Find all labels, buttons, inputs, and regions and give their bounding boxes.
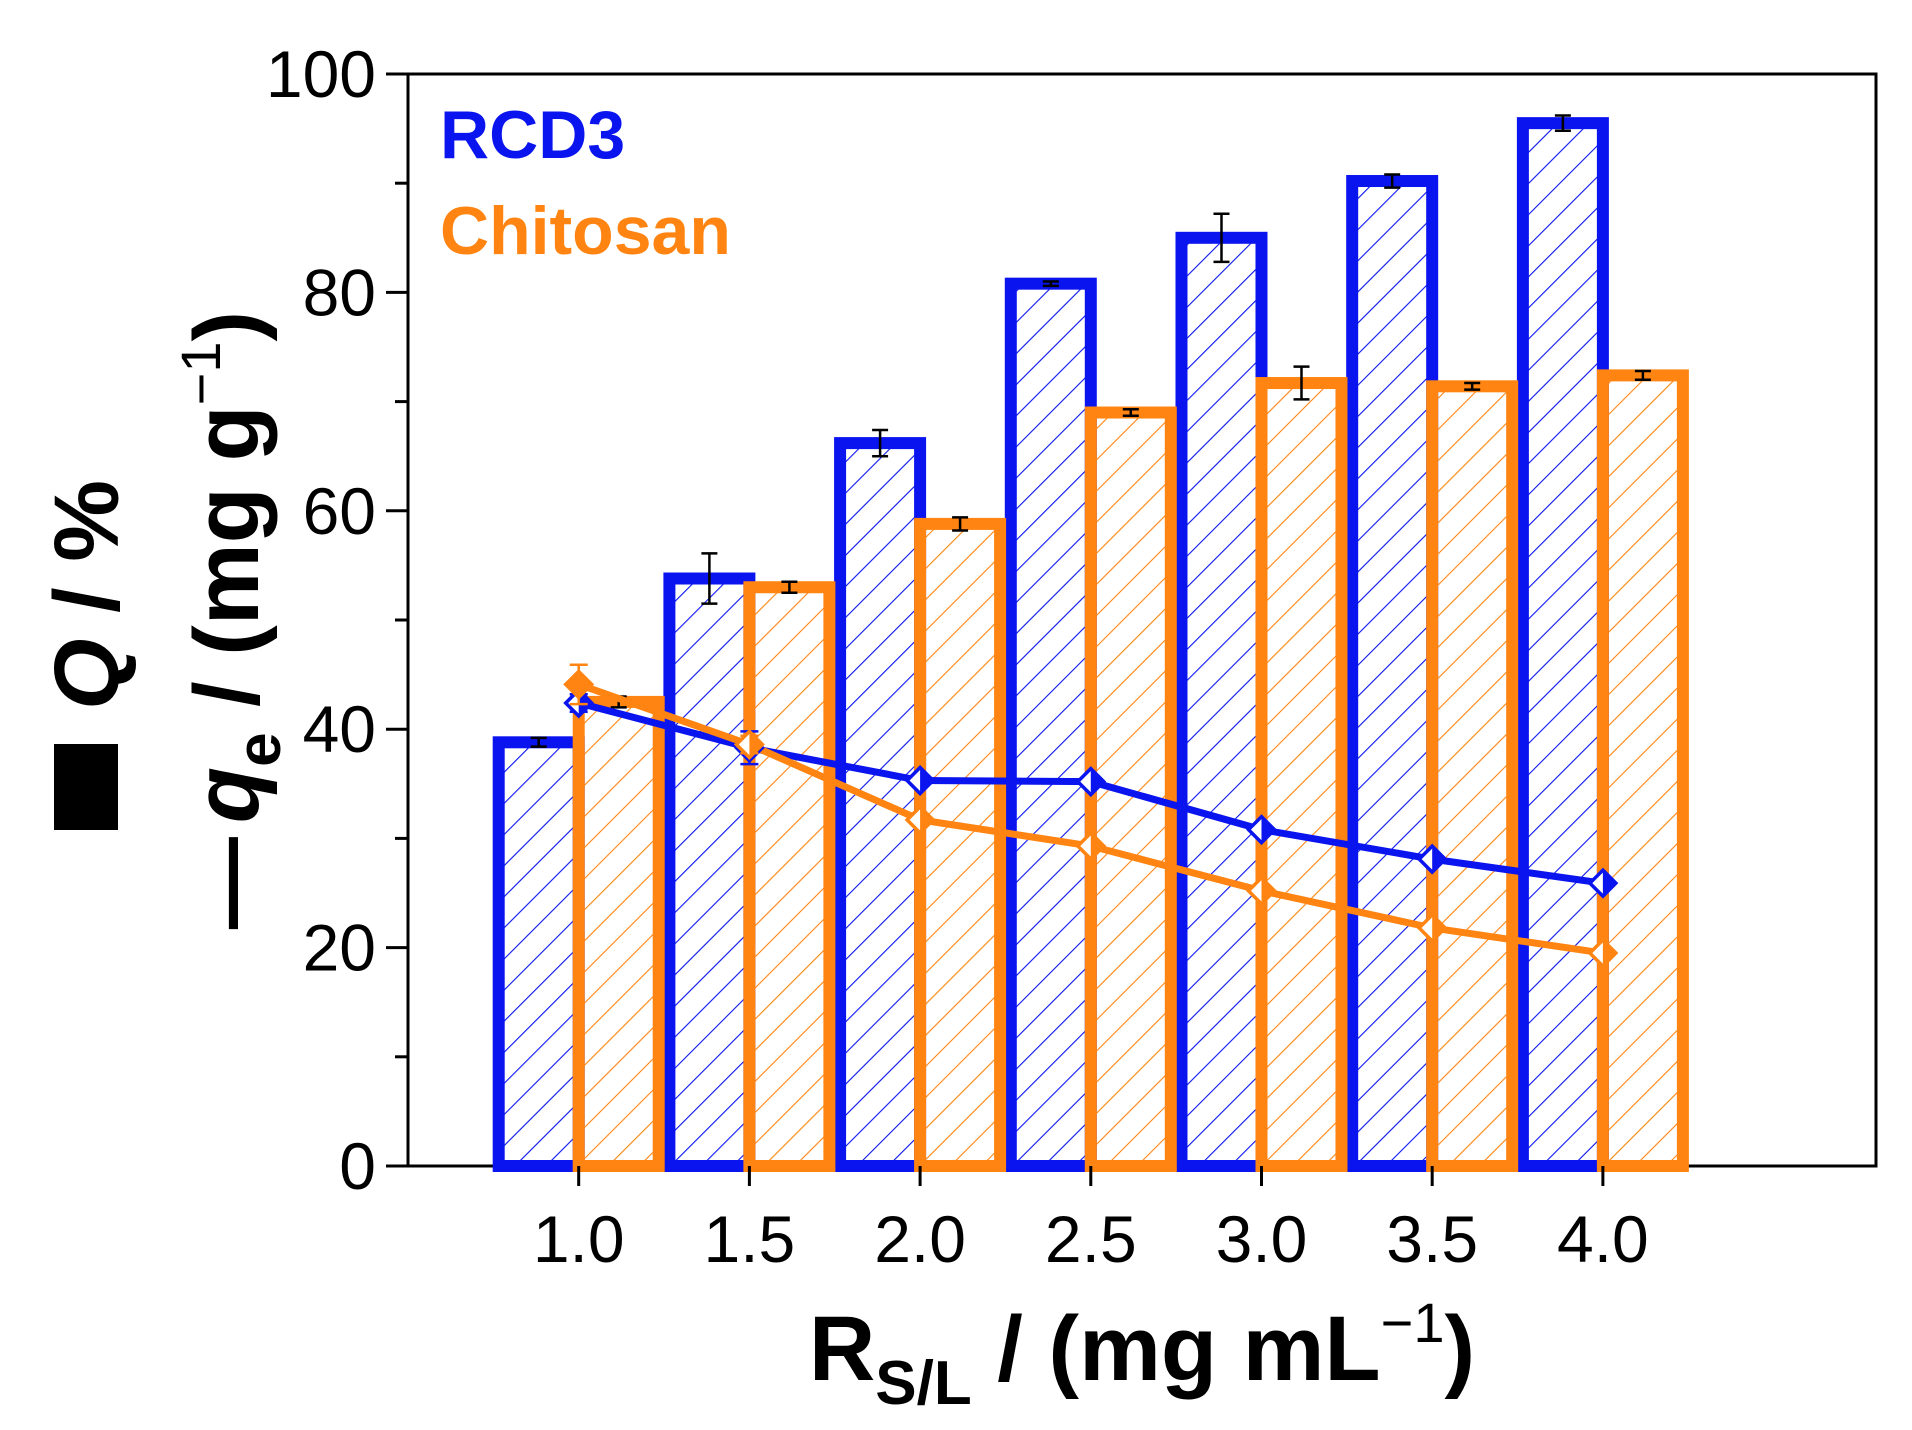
x-tick-label-3.0: 3.0 xyxy=(1216,1202,1308,1276)
y-axis-title-qe-dash: — xyxy=(176,837,278,929)
bar-rcd3-1.0 xyxy=(492,736,585,1173)
legend-label-chitosan: Chitosan xyxy=(440,193,731,269)
x-tick-label-1.0: 1.0 xyxy=(533,1202,625,1276)
error-bar-chitosan-2.5 xyxy=(1122,407,1139,418)
svg-text:Q / %: Q / % xyxy=(36,480,138,710)
bar-error-bars xyxy=(530,114,1651,748)
error-bar-rcd3-3.5 xyxy=(1384,173,1401,189)
y-axis-title-q-swatch xyxy=(54,744,118,830)
y-axis: 0 20 40 60 80 100 xyxy=(266,37,408,1203)
error-bar-chitosan-1.5 xyxy=(781,580,798,594)
y-axis-title-q-symbol: Q xyxy=(36,638,138,710)
bar-rcd3-3.0 xyxy=(1175,231,1268,1173)
bar-chitosan-2.0 xyxy=(914,517,1007,1172)
bar-chitosan-1.0 xyxy=(572,695,665,1173)
marker-chitosan-2.0 xyxy=(904,804,936,836)
marker-rcd3-3.0 xyxy=(1246,814,1277,846)
y-axis-title-q: Q / % xyxy=(36,480,138,830)
bar-rcd3-3.5 xyxy=(1346,175,1439,1173)
y-axis-title-qe-close: ) xyxy=(176,311,278,342)
error-bar-rcd3-1.5 xyxy=(701,552,718,605)
bar-rcd3-4.0 xyxy=(1516,117,1609,1172)
y-tick-label-80: 80 xyxy=(303,255,376,329)
x-axis-title-superscript: −1 xyxy=(1381,1291,1445,1354)
bar-rcd3-1.5 xyxy=(663,572,756,1172)
bar-rcd3-2.5 xyxy=(1004,277,1097,1172)
x-axis-title-close: ) xyxy=(1445,1298,1476,1400)
marker-rcd3-3.5 xyxy=(1416,843,1448,875)
x-axis-title-subscript: S/L xyxy=(875,1349,971,1418)
y-axis-title-qe: — qe / (mg g−1) xyxy=(169,311,294,929)
x-tick-label-3.5: 3.5 xyxy=(1386,1202,1478,1276)
error-bar-chitosan-3.0 xyxy=(1293,365,1310,401)
y-tick-label-20: 20 xyxy=(303,911,376,985)
y-axis-title-q-rest: / % xyxy=(36,480,138,638)
error-bar-rcd3-2.0 xyxy=(872,428,889,458)
y-axis-title-qe-rest: / (mg g xyxy=(176,405,278,732)
x-axis-title: RS/L / (mg mL−1) xyxy=(809,1291,1475,1418)
bar-chitosan-3.5 xyxy=(1426,380,1519,1172)
y-axis-title-qe-symbol: q xyxy=(176,767,278,823)
marker-chitosan-3.5 xyxy=(1416,912,1448,944)
error-bar-rcd3-3.0 xyxy=(1213,212,1230,264)
x-axis-title-rest: / (mg mL xyxy=(972,1298,1381,1400)
error-bar-chitosan-2.0 xyxy=(952,516,969,532)
error-bar-rcd3-1.0 xyxy=(530,736,547,748)
marker-chitosan-2.5 xyxy=(1075,830,1107,862)
marker-chitosan-1.5 xyxy=(733,729,765,760)
x-axis-title-main: R xyxy=(809,1298,875,1400)
svg-text:—qe / (mg g−1): — qe / (mg g−1) xyxy=(169,311,294,929)
y-tick-label-100: 100 xyxy=(266,37,376,111)
x-axis: 1.0 1.5 2.0 2.5 3.0 3.5 4.0 xyxy=(533,1166,1649,1276)
error-bar-rcd3-2.5 xyxy=(1042,280,1059,288)
marker-chitosan-4.0 xyxy=(1587,937,1619,969)
y-axis-title-qe-subscript: e xyxy=(225,732,294,766)
lines-layer xyxy=(563,663,1619,969)
x-tick-label-1.5: 1.5 xyxy=(704,1202,796,1276)
error-bar-chitosan-3.5 xyxy=(1464,381,1481,391)
marker-rcd3-4.0 xyxy=(1587,867,1619,899)
y-tick-label-40: 40 xyxy=(303,692,376,766)
bar-chitosan-4.0 xyxy=(1596,369,1689,1172)
error-bar-rcd3-4.0 xyxy=(1554,114,1571,133)
y-axis-title-qe-superscript: −1 xyxy=(169,342,232,406)
x-tick-label-2.5: 2.5 xyxy=(1045,1202,1137,1276)
marker-chitosan-3.0 xyxy=(1246,875,1277,907)
y-tick-label-60: 60 xyxy=(303,474,376,548)
x-tick-label-2.0: 2.0 xyxy=(874,1202,966,1276)
marker-rcd3-2.5 xyxy=(1075,766,1107,798)
marker-rcd3-2.0 xyxy=(904,765,936,796)
marker-chitosan-1.0 xyxy=(563,663,595,706)
error-bar-chitosan-4.0 xyxy=(1634,369,1651,382)
bar-chitosan-1.5 xyxy=(743,581,836,1172)
bar-chitosan-3.0 xyxy=(1255,377,1348,1172)
x-tick-label-4.0: 4.0 xyxy=(1557,1202,1649,1276)
legend-label-rcd3: RCD3 xyxy=(440,97,625,173)
y-tick-label-0: 0 xyxy=(339,1129,376,1203)
bars-layer xyxy=(492,117,1689,1173)
